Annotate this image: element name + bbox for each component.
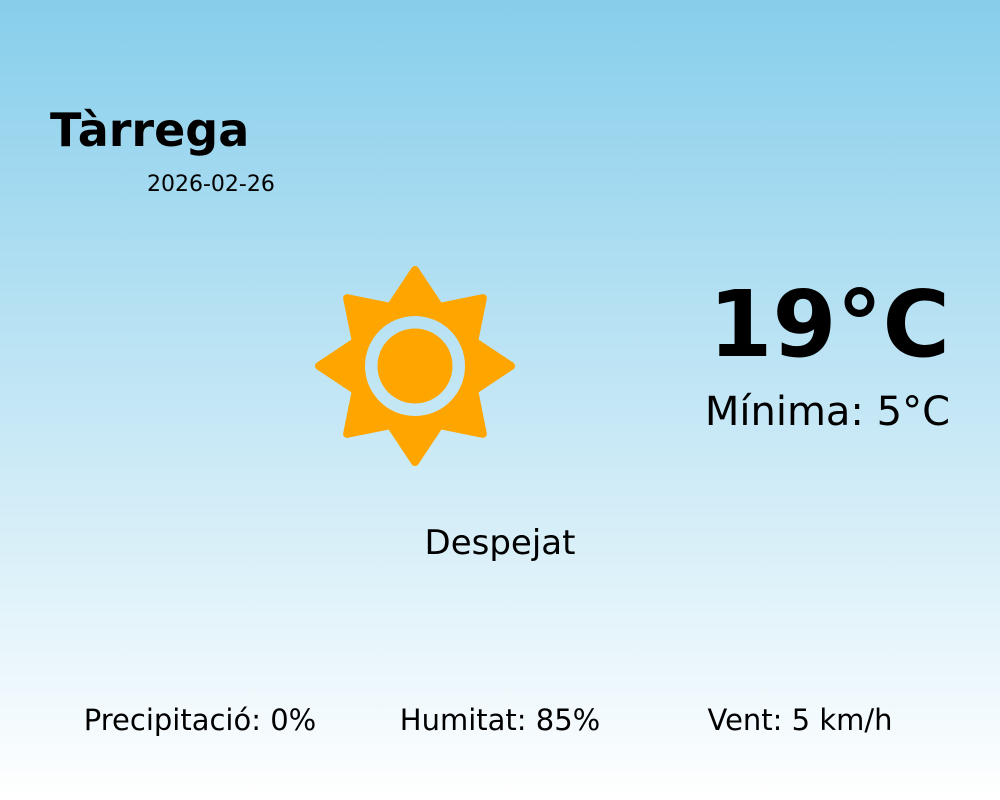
current-temperature: 19°C xyxy=(708,271,950,378)
city-name: Tàrrega xyxy=(50,103,250,157)
precipitation-stat: Precipitació: 0% xyxy=(83,703,317,737)
sun-icon xyxy=(315,266,515,466)
wind-stat: Vent: 5 km/h xyxy=(707,703,893,737)
forecast-date: 2026-02-26 xyxy=(147,172,275,197)
weather-condition: Despejat xyxy=(424,523,576,563)
minimum-temperature: Mínima: 5°C xyxy=(704,389,950,435)
humidity-stat: Humitat: 85% xyxy=(399,703,601,737)
